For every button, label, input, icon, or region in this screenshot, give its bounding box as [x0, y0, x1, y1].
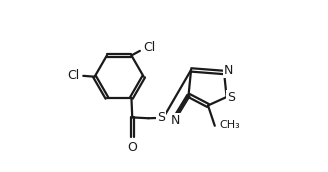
Text: Cl: Cl [67, 69, 79, 82]
Text: Cl: Cl [143, 41, 155, 55]
Text: S: S [157, 111, 165, 124]
Text: O: O [127, 141, 137, 154]
Text: N: N [171, 114, 180, 127]
Text: CH₃: CH₃ [220, 120, 241, 130]
Text: N: N [224, 64, 233, 77]
Text: S: S [227, 91, 235, 104]
